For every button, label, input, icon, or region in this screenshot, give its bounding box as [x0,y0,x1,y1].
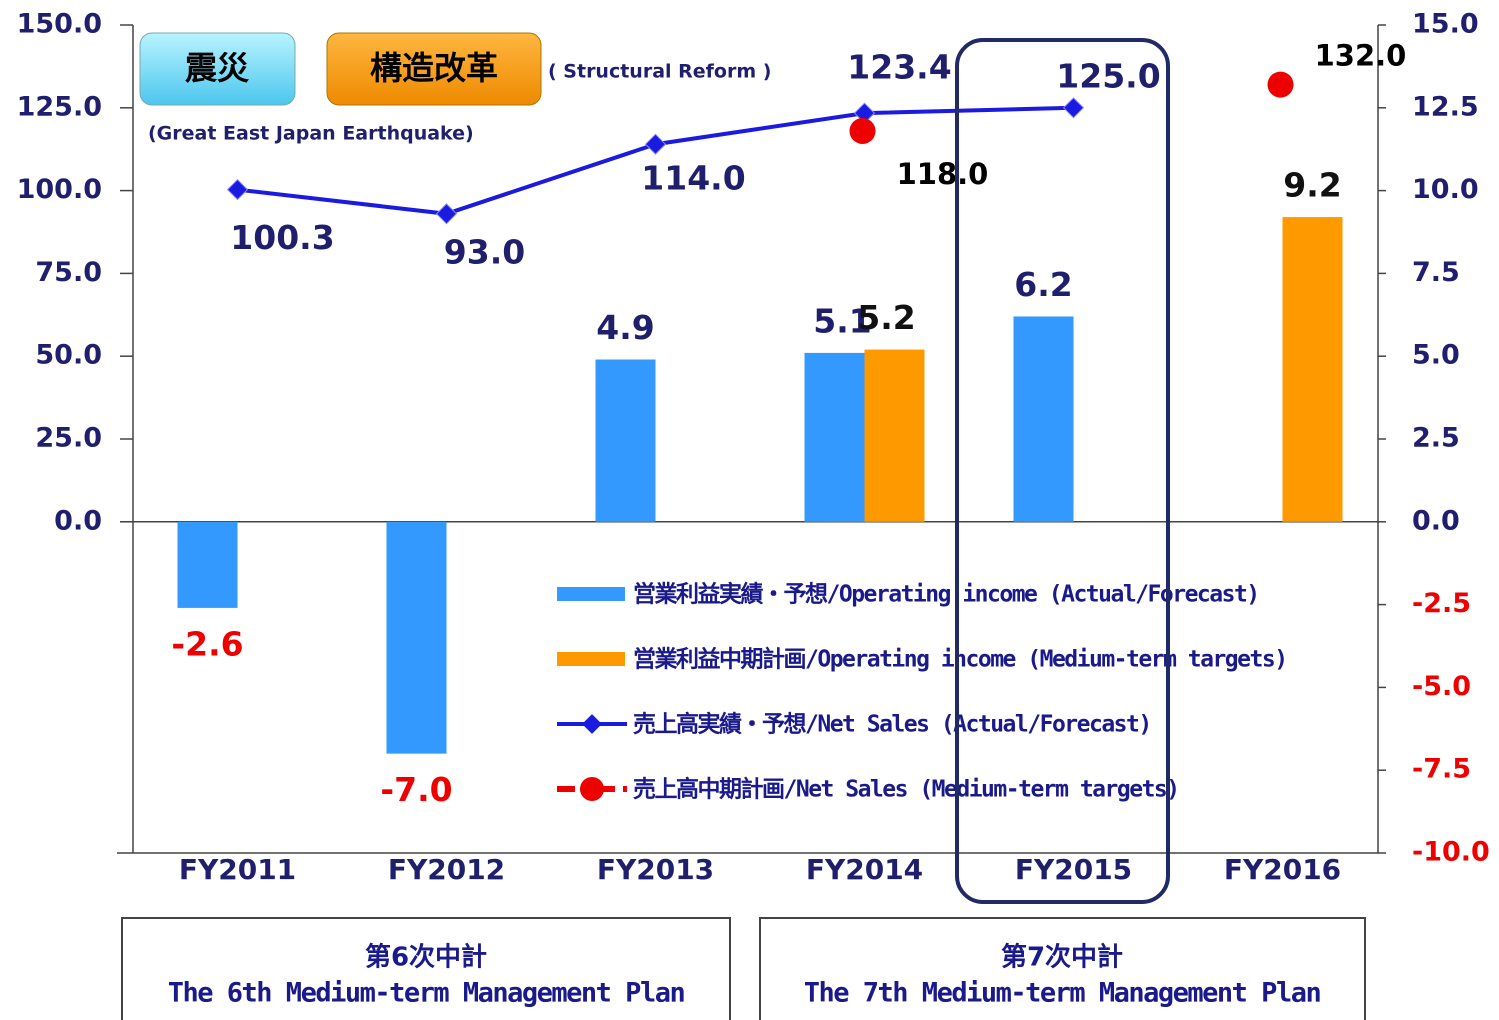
legend-label: 営業利益実績・予想/Operating income (Actual/Forec… [633,581,1259,608]
data-label: 5.1 [813,301,871,340]
y2-tick-label: -10.0 [1412,837,1490,868]
marker [849,117,876,144]
marker [435,203,458,225]
highlight-box [955,38,1170,904]
bar [177,521,238,608]
annotation-label: 震災 [185,49,250,87]
x-tick-label: FY2011 [179,853,296,886]
y2-tick-label: 2.5 [1412,423,1460,454]
legend-label: 売上高実績・予想/Net Sales (Actual/Forecast) [633,711,1151,738]
data-label: 9.2 [1283,166,1341,205]
y-tick-label: 100.0 [17,174,102,205]
legend-swatch [582,714,602,734]
legend-swatch [580,777,604,801]
plan-box [759,917,1366,1020]
legend-swatch [557,652,625,666]
marker [853,102,876,124]
legend-swatch [557,587,625,601]
y2-tick-label: 7.5 [1412,257,1460,288]
annotation-box [139,32,296,106]
bar [1282,217,1343,522]
x-tick-label: FY2014 [806,853,923,886]
y-tick-label: 25.0 [35,423,102,454]
plan-subtitle: The 7th Medium-term Management Plan [804,978,1321,1009]
bar [864,349,925,522]
y2-tick-label: 5.0 [1412,340,1460,371]
data-label: 114.0 [641,159,745,198]
marker [226,178,249,201]
data-label: 100.3 [230,218,334,257]
y-tick-label: 150.0 [17,9,102,40]
y-tick-label: 0.0 [54,505,102,536]
x-tick-label: FY2016 [1224,853,1341,886]
plan-title: 第6次中計 [365,942,487,973]
x-tick-label: FY2013 [597,853,714,886]
y2-tick-label: 0.0 [1412,505,1460,536]
annotation-label: 構造改革 [370,49,498,87]
data-label: 118.0 [897,157,989,191]
data-label: -2.6 [171,624,243,663]
data-label: 93.0 [444,232,525,271]
y-tick-label: 75.0 [35,257,102,288]
x-tick-label: FY2012 [388,853,505,886]
plan-box [121,917,731,1020]
y2-tick-label: -5.0 [1412,671,1471,702]
annotation-note: ( Structural Reform ) [548,61,771,83]
y2-tick-label: -7.5 [1412,754,1471,785]
bar [386,521,447,754]
bar [595,359,656,522]
annotation-box [326,32,542,106]
data-label: 132.0 [1315,39,1407,73]
x-tick-label: FY2015 [1015,853,1132,886]
marker [644,133,667,155]
marker [1267,71,1294,98]
data-label: -7.0 [380,770,452,809]
data-label: 5.2 [857,298,915,337]
data-label: 123.4 [847,48,951,87]
y-tick-label: 125.0 [17,91,102,122]
data-label: 6.2 [1014,265,1072,304]
y2-tick-label: 10.0 [1412,174,1479,205]
y2-tick-label: 15.0 [1412,9,1479,40]
bar [804,352,865,522]
legend-label: 売上高中期計画/Net Sales (Medium-term targets) [633,776,1179,803]
plan-title: 第7次中計 [1001,942,1123,973]
annotation-note: (Great East Japan Earthquake) [148,123,474,145]
y-tick-label: 50.0 [35,340,102,371]
data-label: 125.0 [1056,56,1160,95]
y2-tick-label: 12.5 [1412,91,1479,122]
marker [1062,97,1085,119]
data-label: 4.9 [596,308,654,347]
bar [1013,316,1074,522]
plan-subtitle: The 6th Medium-term Management Plan [168,978,685,1009]
legend-label: 営業利益中期計画/Operating income (Medium-term t… [633,646,1287,673]
y2-tick-label: -2.5 [1412,588,1471,619]
